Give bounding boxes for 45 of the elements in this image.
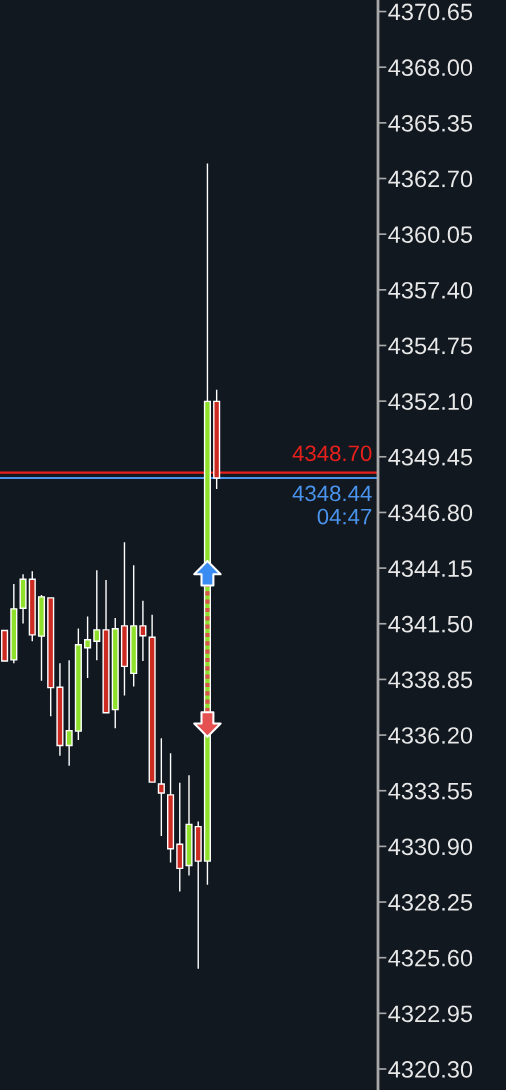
y-tick-label: 4338.85 (388, 671, 473, 689)
candlestick (74, 627, 82, 741)
candlestick (56, 662, 64, 757)
y-tick-label: 4360.05 (388, 226, 473, 243)
y-tick-label: 4365.35 (388, 114, 473, 132)
y-tick-label: 4328.25 (388, 894, 473, 911)
y-tick-label: 4330.90 (388, 838, 473, 856)
y-tick-label: 4357.40 (388, 281, 473, 299)
candlestick (47, 597, 55, 717)
y-tick-label: 4320.30 (388, 1061, 473, 1078)
ref-line-label: 4348.70 (292, 445, 372, 462)
y-tick-label: 4344.15 (388, 560, 473, 577)
candlestick (102, 579, 110, 714)
candlestick (167, 752, 175, 864)
candlestick (19, 573, 27, 625)
candlestick (37, 594, 46, 682)
y-tick-label: 4362.70 (388, 170, 473, 188)
y-tick-label: 4336.20 (388, 727, 473, 744)
candlestick (120, 541, 129, 697)
candlestick (176, 782, 184, 893)
candlestick (28, 570, 36, 642)
candlestick (130, 564, 138, 688)
candlestick (65, 659, 73, 767)
y-tick-label: 4370.65 (388, 3, 473, 21)
y-tick-label: 4354.75 (388, 337, 473, 355)
y-tick-label: 4349.45 (388, 448, 473, 466)
y-tick-label: 4346.80 (388, 504, 473, 522)
ref-line-label: 4348.44 04:47 (292, 485, 372, 525)
y-tick-label: 4368.00 (388, 59, 473, 76)
candlestick (1, 629, 9, 662)
candlestick (185, 774, 193, 877)
y-tick-label: 4341.50 (388, 615, 473, 633)
candlestick (93, 569, 101, 661)
y-tick-label: 4333.55 (388, 782, 473, 800)
candlestick (84, 615, 92, 679)
candlestick (194, 820, 202, 970)
y-tick-label: 4352.10 (388, 393, 473, 410)
y-tick-label: 4325.60 (388, 949, 473, 967)
candlestick (10, 583, 18, 664)
candlestick (157, 737, 165, 837)
candlestick (139, 600, 147, 662)
y-tick-label: 4322.95 (388, 1005, 473, 1023)
candlestick (213, 389, 221, 490)
candlestick (111, 617, 119, 730)
candlestick (148, 614, 156, 783)
